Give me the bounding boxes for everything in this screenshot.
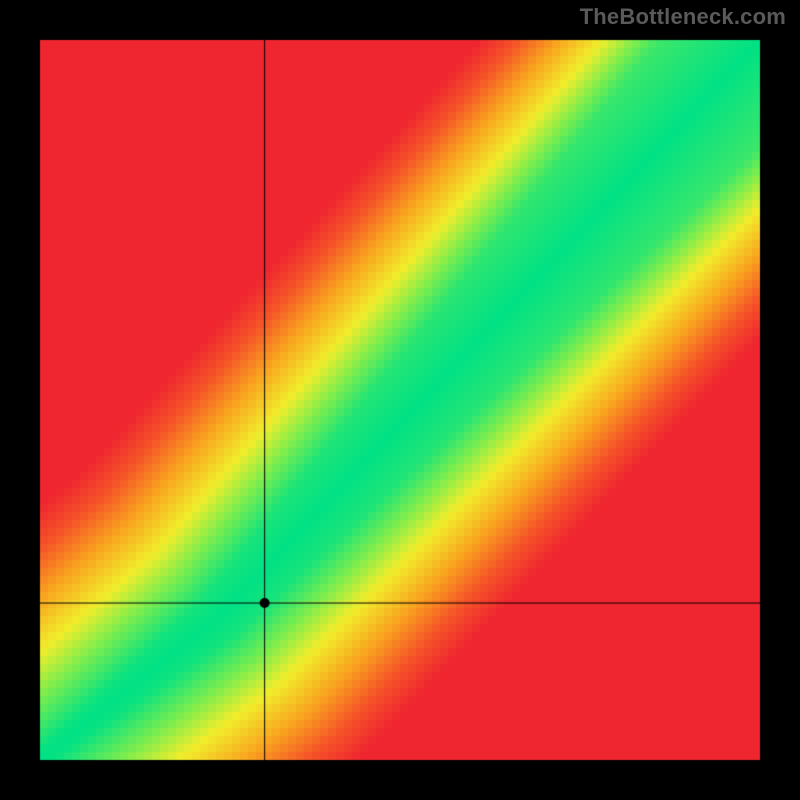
chart-container: TheBottleneck.com [0, 0, 800, 800]
watermark-text: TheBottleneck.com [580, 4, 786, 30]
bottleneck-heatmap-canvas [0, 0, 800, 800]
